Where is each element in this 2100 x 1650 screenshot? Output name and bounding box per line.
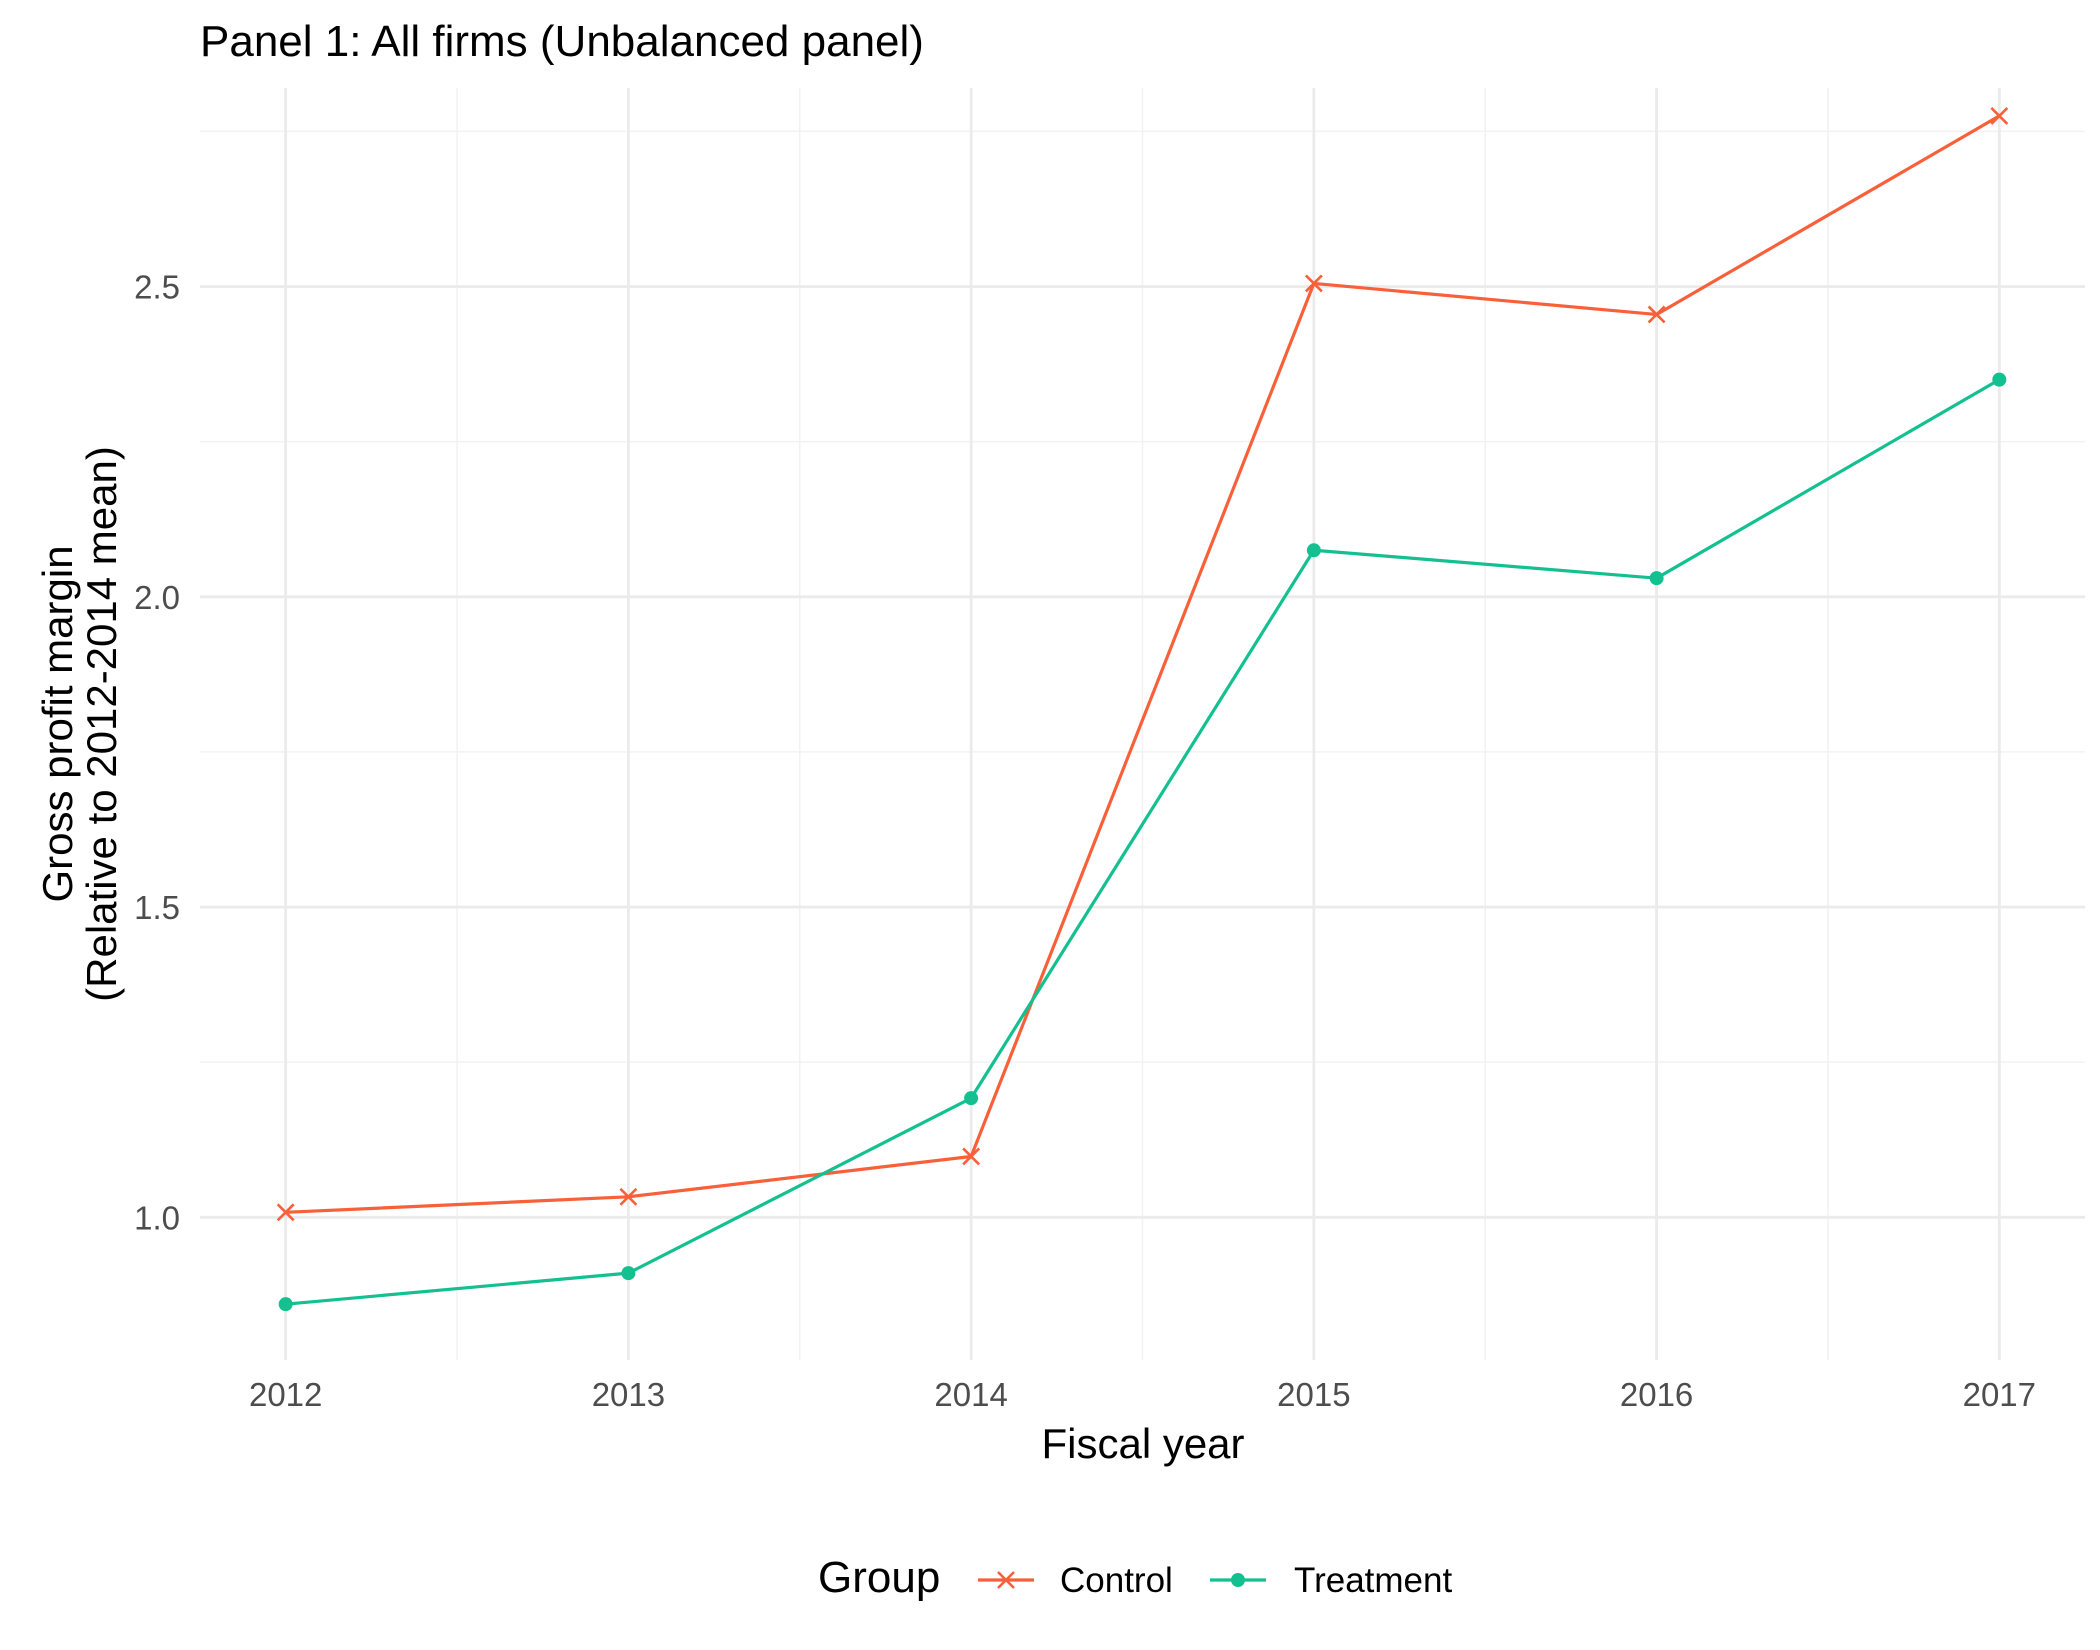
x-axis-ticks: 2012 2013 2014 2015 2016 2017 <box>249 1376 2036 1413</box>
y-tick-label: 1.5 <box>134 889 180 926</box>
series-control-point <box>1990 107 2009 125</box>
legend-key-marker-control-stroke-b <box>997 1571 1015 1589</box>
legend-label-treatment: Treatment <box>1294 1561 1452 1600</box>
chart-title: Panel 1: All firms (Unbalanced panel) <box>200 17 924 66</box>
x-tick-label: 2014 <box>934 1376 1007 1413</box>
x-tick-label: 2013 <box>592 1376 665 1413</box>
series-treatment <box>278 372 2007 1312</box>
series-control-point-stroke-b <box>1304 274 1323 293</box>
legend-label-control: Control <box>1060 1561 1173 1600</box>
series-control-point-stroke-b <box>962 1147 981 1166</box>
series-treatment-point <box>278 1297 293 1312</box>
series-treatment-point <box>1649 571 1664 586</box>
x-tick-label: 2017 <box>1963 1376 2036 1413</box>
series-control-point-stroke-b <box>1990 107 2009 125</box>
plot-grid <box>200 88 2085 1360</box>
series-treatment-point <box>621 1266 636 1281</box>
series-treatment-point <box>1992 372 2007 387</box>
x-tick-label: 2015 <box>1277 1376 1350 1413</box>
series-treatment-point <box>964 1091 979 1106</box>
legend-item-control: Control <box>978 1561 1173 1600</box>
legend-item-treatment: Treatment <box>1210 1561 1452 1600</box>
x-tick-label: 2012 <box>249 1376 322 1413</box>
series-control-point-stroke-b <box>619 1187 638 1206</box>
series-control-point <box>619 1187 638 1206</box>
y-axis-title-line-1: Gross profit margin <box>34 545 81 902</box>
series-control-point <box>962 1147 981 1166</box>
series-control-point <box>1304 274 1323 293</box>
y-tick-label: 2.5 <box>134 269 180 306</box>
series-layer <box>276 107 2009 1312</box>
y-axis-title-line-2: (Relative to 2012-2014 mean) <box>78 446 125 1002</box>
y-axis-title: Gross profit margin (Relative to 2012-20… <box>34 446 125 1002</box>
y-axis-ticks: 1.0 1.5 2.0 2.5 <box>134 269 180 1237</box>
legend-title: Group <box>818 1553 940 1602</box>
series-treatment-line <box>285 378 2001 1306</box>
legend-key-marker-treatment <box>1231 1573 1245 1587</box>
series-control-point-stroke-b <box>1647 305 1666 324</box>
legend-key-marker-control <box>997 1571 1015 1589</box>
x-tick-label: 2016 <box>1620 1376 1693 1413</box>
series-control <box>276 107 2009 1222</box>
series-treatment-point <box>1306 543 1321 558</box>
legend: Group Control Treatment <box>818 1553 1452 1602</box>
series-control-line <box>285 114 2001 1214</box>
series-control-point <box>1647 305 1666 324</box>
series-control-point-stroke-b <box>276 1203 295 1222</box>
x-axis-title: Fiscal year <box>1041 1420 1244 1467</box>
series-control-point <box>276 1203 295 1222</box>
y-tick-label: 1.0 <box>134 1199 180 1236</box>
y-tick-label: 2.0 <box>134 579 180 616</box>
